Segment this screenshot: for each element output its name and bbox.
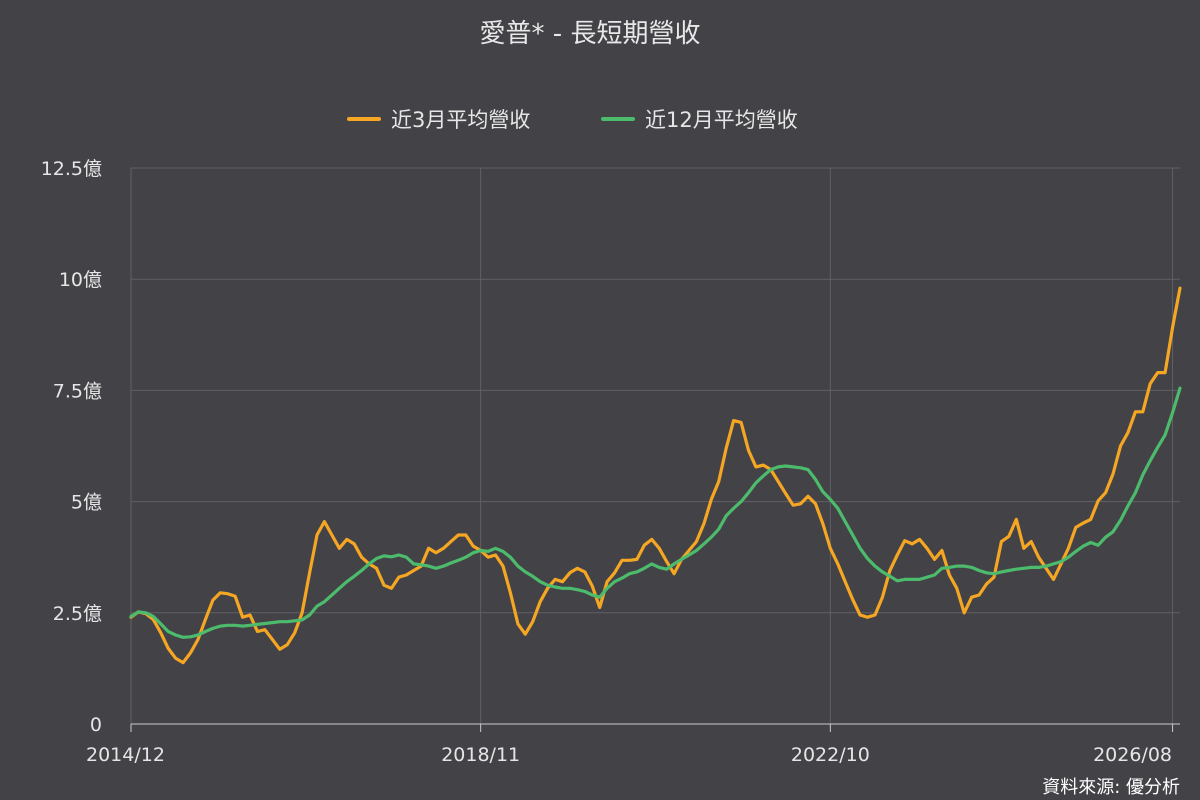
grid — [130, 167, 1180, 724]
x-axis: 2014/12 2018/11 2022/10 2026/08 — [86, 723, 1180, 766]
y-axis: 0 2.5億 5億 7.5億 10億 12.5億 — [41, 158, 102, 736]
legend-item-3m[interactable]: 近3月平均營收 — [347, 108, 530, 132]
chart-title: 愛普* - 長短期營收 — [480, 19, 701, 49]
legend: 近3月平均營收 近12月平均營收 — [347, 108, 798, 132]
y-tick-label: 0 — [90, 714, 102, 736]
legend-label-3m: 近3月平均營收 — [391, 108, 530, 132]
y-tick-label: 5億 — [71, 492, 102, 514]
x-tick-label: 2014/12 — [86, 744, 165, 766]
source-note: 資料來源: 優分析 — [1042, 777, 1180, 798]
series-line-3m[interactable] — [129, 286, 1182, 665]
series-lines — [129, 286, 1182, 665]
y-tick-label: 2.5億 — [53, 603, 102, 625]
y-tick-label: 7.5億 — [53, 380, 102, 402]
x-tick-label: 2018/11 — [441, 744, 520, 766]
y-tick-label: 12.5億 — [41, 158, 102, 180]
series-line-12m[interactable] — [129, 386, 1182, 639]
legend-item-12m[interactable]: 近12月平均營收 — [601, 108, 798, 132]
y-tick-label: 10億 — [59, 269, 102, 291]
x-tick-label: 2026/08 — [1093, 744, 1172, 766]
x-tick-label: 2022/10 — [791, 744, 870, 766]
legend-label-12m: 近12月平均營收 — [645, 108, 798, 132]
